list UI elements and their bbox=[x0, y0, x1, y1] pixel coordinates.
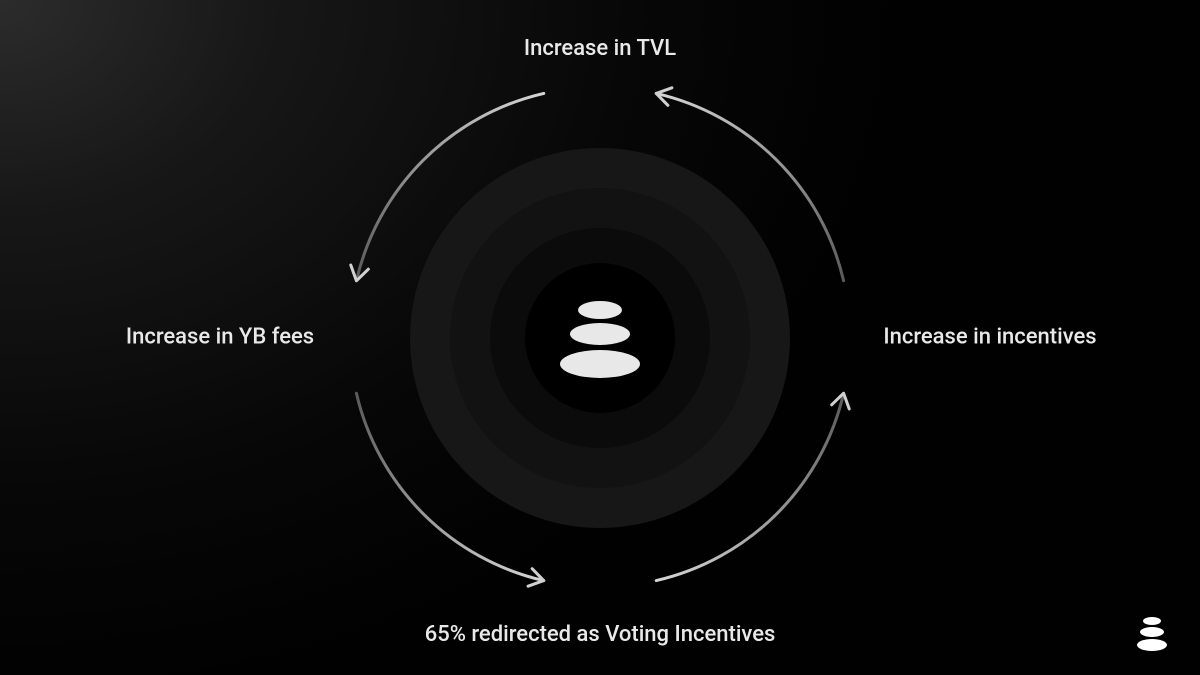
label-top: Increase in TVL bbox=[524, 36, 676, 61]
label-right: Increase in incentives bbox=[883, 325, 1096, 350]
label-left: Increase in YB fees bbox=[126, 325, 314, 350]
label-bottom: 65% redirected as Voting Incentives bbox=[425, 622, 776, 647]
balancer-logo-small-icon bbox=[1132, 613, 1172, 653]
flywheel-diagram: Increase in TVL Increase in incentives 6… bbox=[0, 0, 1200, 675]
